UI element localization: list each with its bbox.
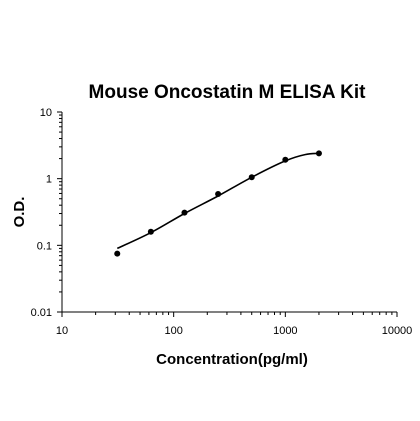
y-tick-label: 0.1	[37, 240, 52, 252]
data-points	[114, 150, 322, 257]
x-tick-label: 100	[164, 325, 182, 337]
y-tick-label: 10	[40, 107, 52, 119]
x-tick-label: 10000	[382, 325, 413, 337]
y-axis-label: O.D.	[11, 197, 28, 228]
data-point	[147, 228, 154, 235]
data-point	[215, 190, 222, 197]
data-point	[248, 174, 255, 181]
chart-title: Mouse Oncostatin M ELISA Kit	[89, 82, 367, 103]
axis-ticks: 0.01 0.1 1 10 10 100 1000 10000	[31, 107, 413, 337]
x-axis-label: Concentration(pg/ml)	[156, 351, 308, 368]
data-point	[181, 209, 188, 216]
data-point	[315, 150, 322, 157]
fit-curve	[116, 152, 319, 250]
x-tick-label: 1000	[273, 325, 297, 337]
y-tick-label: 1	[46, 174, 52, 186]
x-tick-label: 10	[56, 325, 68, 337]
fit-curve-layer	[116, 152, 319, 250]
data-point	[114, 250, 121, 257]
data-point	[282, 156, 289, 163]
y-tick-label: 0.01	[31, 307, 52, 319]
